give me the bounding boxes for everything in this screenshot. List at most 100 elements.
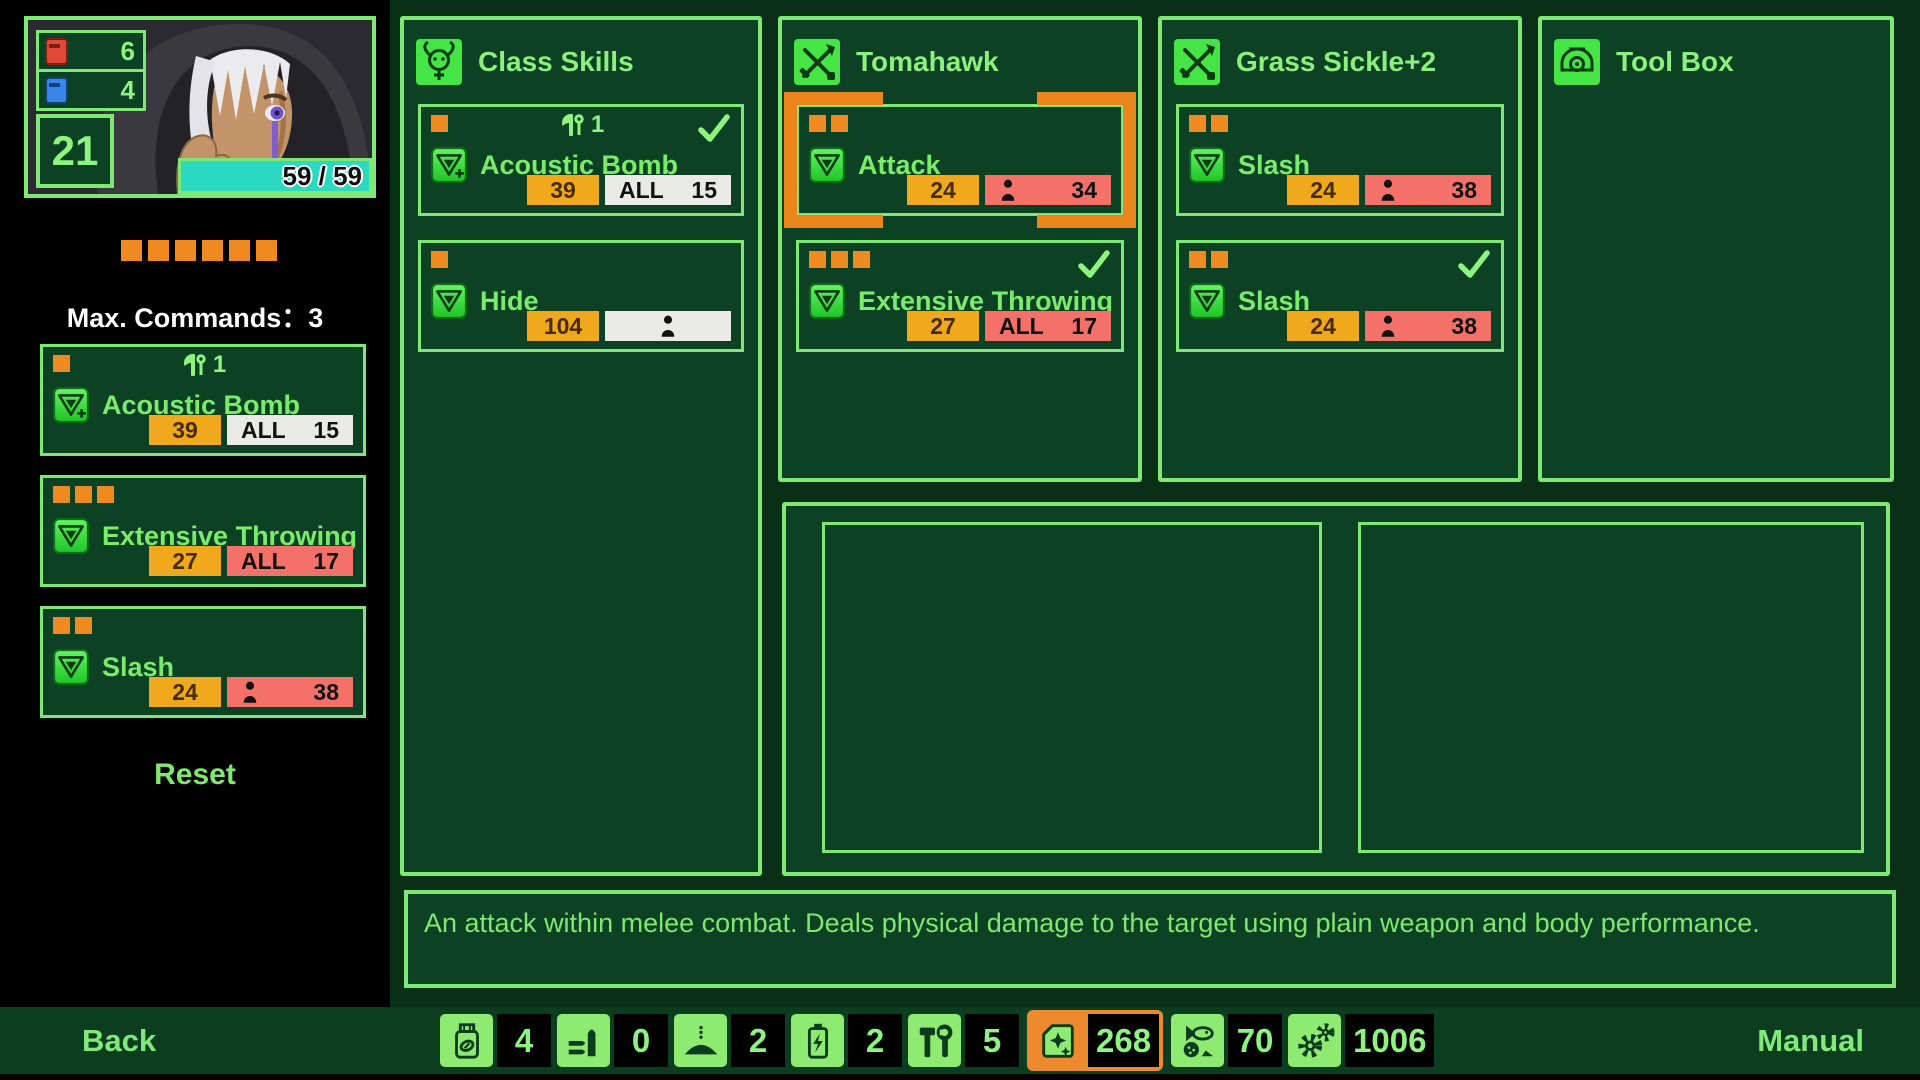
equipment-uses: 1 <box>421 111 741 139</box>
selected-command-card[interactable]: Extensive Throwing 27 ALL 17 <box>40 475 366 587</box>
equipment-count: 1 <box>590 111 605 138</box>
panel-grass-sickle: Grass Sickle+2 Slash 24 38 <box>1158 16 1522 482</box>
ammo-icon <box>568 1029 595 1056</box>
skill-icon <box>431 283 467 319</box>
back-button[interactable]: Back <box>82 1023 157 1058</box>
blue-book-count: 4 <box>120 74 135 105</box>
stat-badge-orange: 104 <box>527 311 599 341</box>
cost-pips <box>1189 251 1228 268</box>
cost-pip <box>53 486 70 503</box>
tools-icon <box>919 1024 952 1057</box>
inventory-item-fuel[interactable]: 268 <box>1027 1010 1164 1071</box>
skill-card[interactable]: Slash 24 38 <box>1176 104 1504 216</box>
inventory-item-battery[interactable]: 2 <box>791 1014 902 1067</box>
skill-name: Slash <box>102 651 175 682</box>
stat-badge-target: 34 <box>985 175 1111 205</box>
cost-pips <box>431 251 448 268</box>
inventory-item-tools[interactable]: 5 <box>908 1014 1019 1067</box>
resource-books-box: 6 4 <box>36 30 146 111</box>
inventory-item-food[interactable]: 70 <box>1171 1014 1283 1067</box>
cost-pip <box>431 251 448 268</box>
stat-badge-target: 38 <box>1365 311 1491 341</box>
panel-title: Class Skills <box>478 46 634 77</box>
stat-badge-orange: 27 <box>149 546 221 576</box>
cost-pip <box>53 355 70 372</box>
manual-button[interactable]: Manual <box>1757 1023 1864 1058</box>
crossed-weapons-icon <box>1174 39 1220 85</box>
person-icon <box>1381 315 1395 337</box>
cost-pip <box>1211 251 1228 268</box>
cost-pip <box>175 240 196 261</box>
level-value: 21 <box>51 127 99 174</box>
preview-box-left <box>822 522 1322 853</box>
person-icon <box>1001 179 1015 201</box>
skill-icon <box>1189 147 1225 183</box>
skill-card[interactable]: Slash 24 38 <box>1176 240 1504 352</box>
inventory-bar: 4 0 2 2 5 268 <box>440 1010 1435 1071</box>
cost-pip <box>202 240 223 261</box>
max-commands-label: Max. Commands：3 <box>66 303 324 333</box>
stat-badge-all: ALL 17 <box>985 311 1111 341</box>
item-count: 2 <box>848 1014 902 1067</box>
skill-icon <box>809 147 845 183</box>
skill-icon <box>809 283 845 319</box>
stat-badge-all: ALL 15 <box>605 175 731 205</box>
cost-pip <box>431 115 448 132</box>
cost-pip <box>256 240 277 261</box>
selected-command-card[interactable]: Slash 24 38 <box>40 606 366 718</box>
item-count: 1006 <box>1345 1014 1435 1067</box>
footer-bar: Back Manual 4 0 2 2 5 <box>0 1007 1920 1074</box>
skill-card[interactable]: Extensive Throwing 27 ALL 17 <box>796 240 1124 352</box>
cost-pips <box>1189 115 1228 132</box>
skill-card-selected[interactable]: Attack 24 34 <box>784 92 1136 228</box>
skill-name: Acoustic Bomb <box>480 149 679 180</box>
stat-badge-orange: 24 <box>1287 311 1359 341</box>
inventory-item-gears[interactable]: 1006 <box>1288 1014 1435 1067</box>
panel-title: Tool Box <box>1616 46 1734 77</box>
skill-card[interactable]: Hide 104 <box>418 240 744 352</box>
blue-book-icon <box>45 76 68 104</box>
axe-wrench-icon <box>561 114 584 136</box>
gears-icon <box>1297 1022 1335 1058</box>
stat-badge-orange: 39 <box>527 175 599 205</box>
cost-pip <box>809 115 826 132</box>
stat-badge-orange: 39 <box>149 415 221 445</box>
cost-pip <box>853 251 870 268</box>
selected-command-card[interactable]: 1 Acoustic Bomb 39 ALL 15 <box>40 344 366 456</box>
skill-icon <box>53 649 89 685</box>
skill-card[interactable]: 1 Acoustic Bomb 39 ALL 15 <box>418 104 744 216</box>
hp-bar: 59 / 59 <box>178 158 372 194</box>
item-count: 0 <box>614 1014 668 1067</box>
cost-pip <box>75 486 92 503</box>
skill-name: Extensive Throwing <box>858 285 1114 316</box>
level-box: 21 <box>36 114 114 188</box>
description-text: An attack within melee combat. Deals phy… <box>424 908 1760 938</box>
cost-pip <box>121 240 142 261</box>
panel-tool-box: Tool Box <box>1538 16 1894 482</box>
stat-badge-orange: 24 <box>907 175 979 205</box>
fuel-icon <box>1041 1023 1074 1058</box>
stat-badge-target: 38 <box>227 677 353 707</box>
powder-icon <box>684 1025 717 1054</box>
description-panel: An attack within melee combat. Deals phy… <box>404 890 1896 988</box>
person-icon <box>1381 179 1395 201</box>
stat-badge-target <box>605 311 731 341</box>
skill-name: Slash <box>1238 285 1311 316</box>
preview-box-right <box>1358 522 1864 853</box>
cost-pip <box>75 617 92 634</box>
inventory-item-medicine[interactable]: 4 <box>440 1014 551 1067</box>
cost-pip <box>148 240 169 261</box>
skill-icon <box>53 387 89 423</box>
medicine-icon <box>454 1022 479 1059</box>
check-icon <box>1078 250 1110 278</box>
character-portrait-panel: 6 4 21 59 / 59 <box>24 16 376 198</box>
inventory-item-ammo[interactable]: 0 <box>557 1014 668 1067</box>
cost-pips <box>809 115 848 132</box>
equipment-uses: 1 <box>43 351 363 379</box>
axe-wrench-icon <box>183 354 206 376</box>
reset-button[interactable]: Reset <box>154 758 236 791</box>
panel-class-skills: Class Skills 1 Acoustic Bomb 39 ALL 15 <box>400 16 762 876</box>
cost-pip <box>53 617 70 634</box>
inventory-item-powder[interactable]: 2 <box>674 1014 785 1067</box>
skill-name: Slash <box>1238 149 1311 180</box>
